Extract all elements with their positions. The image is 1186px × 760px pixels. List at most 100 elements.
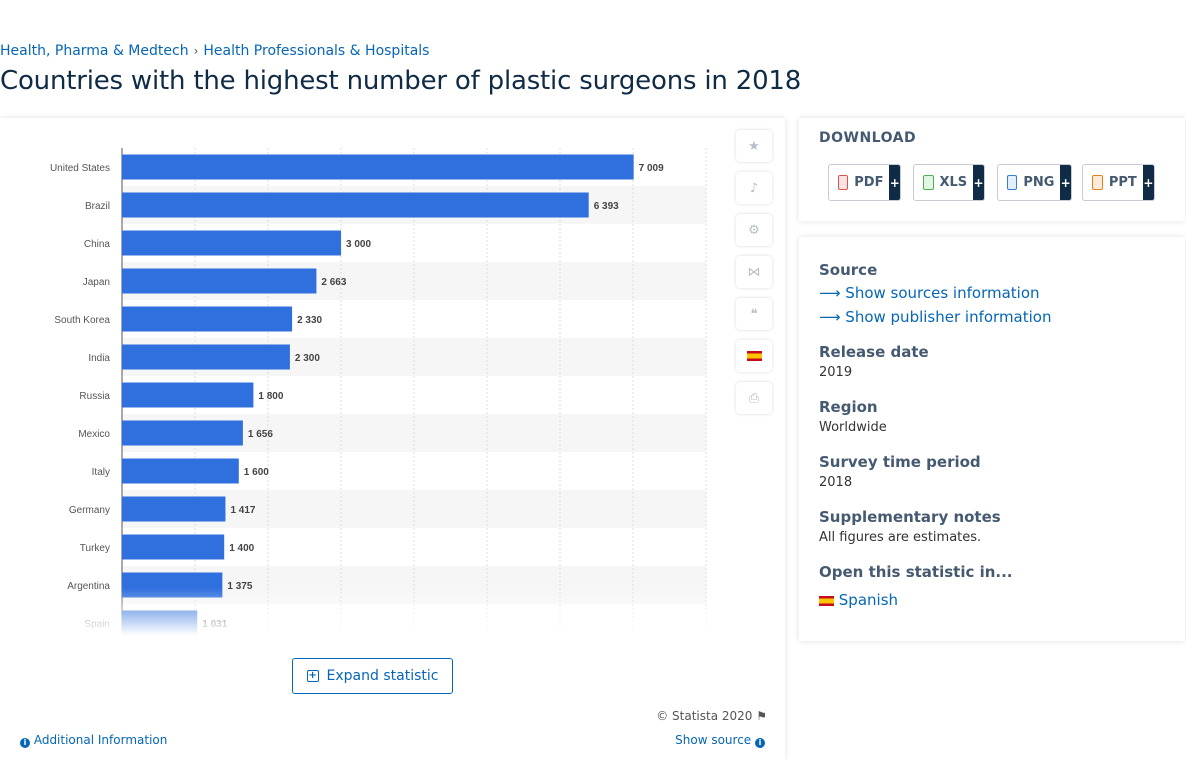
data-label: 2 663 <box>321 277 346 288</box>
bar-brazil <box>122 192 589 218</box>
release-date-heading: Release date <box>819 343 929 361</box>
supplementary-notes-heading: Supplementary notes <box>819 508 1001 526</box>
bar-spain <box>122 610 198 636</box>
category-label: Turkey <box>80 543 110 554</box>
download-panel: DOWNLOAD PDF + XLS + PNG + PPT + <box>799 118 1185 221</box>
category-label: Argentina <box>67 581 110 592</box>
survey-period-value: 2018 <box>819 475 853 490</box>
bar-mexico <box>122 420 243 446</box>
data-label: 2 330 <box>297 315 322 326</box>
bar-china <box>122 230 341 256</box>
category-label: Germany <box>69 505 110 516</box>
plus-icon: + <box>1142 165 1154 200</box>
show-publisher-link[interactable]: ⟶ Show publisher information <box>819 308 1051 326</box>
data-label: 1 656 <box>248 429 273 440</box>
category-label: Japan <box>83 277 110 288</box>
arrow-right-icon: ⟶ <box>819 284 841 302</box>
language-flag-icon[interactable] <box>736 340 772 372</box>
download-xls-button[interactable]: XLS + <box>913 164 985 201</box>
print-icon[interactable]: ⎙ <box>736 382 772 414</box>
breadcrumb: Health, Pharma & Medtech › Health Professi… <box>0 43 429 59</box>
breadcrumb-separator-icon: › <box>193 44 199 58</box>
spain-flag-icon <box>819 596 834 606</box>
supplementary-notes-value: All figures are estimates. <box>819 530 982 545</box>
data-label: 1 417 <box>230 505 255 516</box>
cite-quote-icon[interactable]: ❝ <box>736 298 772 330</box>
download-ppt-label: PPT <box>1108 175 1137 190</box>
spain-flag-icon <box>746 351 762 361</box>
chart-card: United States 7 009 Brazil 6 393 China 3 000 J… <box>0 118 785 760</box>
open-in-spanish-link[interactable]: Spanish <box>819 591 898 609</box>
category-label: Italy <box>92 467 110 478</box>
bar-turkey <box>122 534 225 560</box>
data-label: 6 393 <box>594 201 619 212</box>
expand-statistic-button[interactable]: + Expand statistic <box>292 658 453 694</box>
data-label: 7 009 <box>639 163 664 174</box>
copyright-text: © Statista 2020 <box>656 709 753 723</box>
page-title: Countries with the highest number of pla… <box>0 66 802 96</box>
plus-icon: + <box>889 165 900 200</box>
release-date-value: 2019 <box>819 365 853 380</box>
source-heading: Source <box>819 261 878 279</box>
download-png-button[interactable]: PNG + <box>997 164 1072 201</box>
favorite-star-icon[interactable]: ★ <box>736 130 772 162</box>
settings-gear-icon[interactable]: ⚙ <box>736 214 772 246</box>
bar-russia <box>122 382 254 408</box>
copyright-notice: © Statista 2020 ⚑ <box>656 709 767 723</box>
expand-statistic-label: Expand statistic <box>326 668 439 684</box>
flag-report-icon[interactable]: ⚑ <box>756 709 767 723</box>
region-heading: Region <box>819 398 878 416</box>
plus-icon: + <box>973 165 984 200</box>
bar-japan <box>122 268 317 294</box>
bar-germany <box>122 496 226 522</box>
info-icon: i <box>755 738 765 748</box>
category-label: China <box>84 239 111 250</box>
statistic-details-panel: Source ⟶ Show sources information ⟶ Show… <box>799 237 1185 641</box>
category-label: India <box>88 353 110 364</box>
download-xls-label: XLS <box>939 175 968 190</box>
bar-italy <box>122 458 239 484</box>
share-icon[interactable]: ⋈ <box>736 256 772 288</box>
info-icon: i <box>20 738 30 748</box>
survey-period-heading: Survey time period <box>819 453 981 471</box>
category-label: South Korea <box>54 315 110 326</box>
data-label: 1 400 <box>229 543 254 554</box>
data-label: 2 300 <box>295 353 320 364</box>
pdf-file-icon <box>838 175 849 190</box>
region-value: Worldwide <box>819 420 887 435</box>
data-label: 1 800 <box>258 391 283 402</box>
ppt-file-icon <box>1092 175 1103 190</box>
download-pdf-button[interactable]: PDF + <box>828 164 901 201</box>
category-label: United States <box>50 163 110 174</box>
data-label: 1 375 <box>227 581 252 592</box>
additional-information-label: Additional Information <box>33 733 168 747</box>
notification-bell-icon[interactable]: ♪ <box>736 172 772 204</box>
bar-india <box>122 344 290 370</box>
show-publisher-label: Show publisher information <box>845 308 1052 326</box>
breadcrumb-item-health[interactable]: Health, Pharma & Medtech <box>0 43 189 59</box>
additional-information-link[interactable]: i Additional Information <box>20 733 167 748</box>
expand-plus-icon: + <box>306 670 319 682</box>
xls-file-icon <box>923 175 934 190</box>
show-sources-link[interactable]: ⟶ Show sources information <box>819 284 1040 302</box>
data-label: 1 600 <box>244 467 269 478</box>
bar-south-korea <box>122 306 293 332</box>
breadcrumb-item-hospitals[interactable]: Health Professionals & Hospitals <box>203 43 430 59</box>
plus-icon: + <box>1060 165 1071 200</box>
png-file-icon <box>1007 175 1018 190</box>
bar-chart: United States 7 009 Brazil 6 393 China 3 000 J… <box>50 148 707 638</box>
arrow-right-icon: ⟶ <box>819 308 841 326</box>
category-label: Mexico <box>78 429 110 440</box>
data-label: 3 000 <box>346 239 371 250</box>
category-label: Russia <box>79 391 110 402</box>
bar-united-states <box>122 154 634 180</box>
open-in-spanish-label: Spanish <box>838 591 899 609</box>
show-source-link[interactable]: Show source i <box>675 733 765 748</box>
category-label: Spain <box>84 619 110 630</box>
download-title: DOWNLOAD <box>819 130 917 146</box>
download-ppt-button[interactable]: PPT + <box>1082 164 1155 201</box>
category-label: Brazil <box>85 201 110 212</box>
open-statistic-heading: Open this statistic in... <box>819 563 1013 581</box>
download-png-label: PNG <box>1023 175 1055 190</box>
show-source-label: Show source <box>675 733 752 747</box>
